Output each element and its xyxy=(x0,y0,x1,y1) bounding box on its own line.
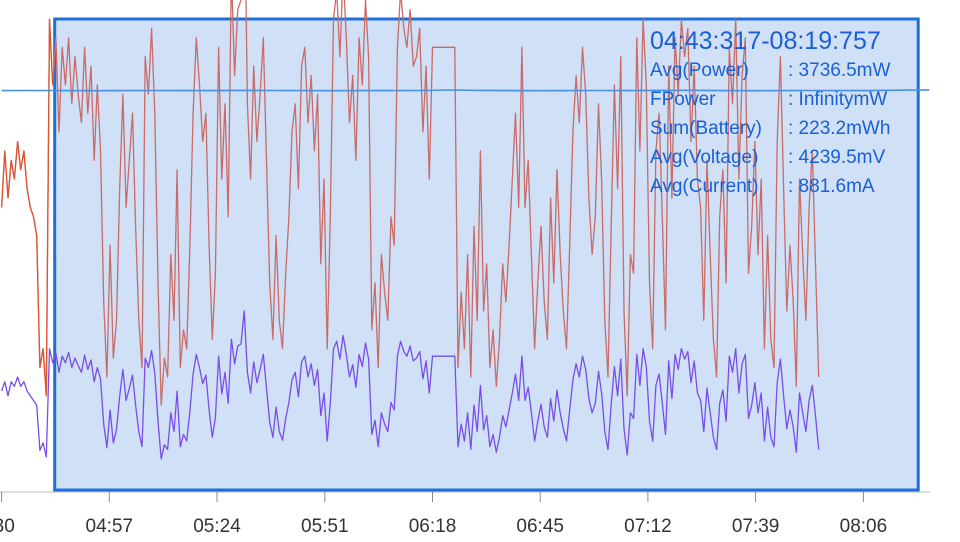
x-axis: :30 04:57 05:24 05:51 06:18 06:45 07:12 07:39 08… xyxy=(0,492,887,537)
x-tick-label: 07:12 xyxy=(624,516,672,537)
stat-row-sum-battery: Sum(Battery) : 223.2mWh xyxy=(650,114,890,143)
stat-label: Avg(Voltage) xyxy=(650,147,759,168)
stat-value: : InfinitymW xyxy=(788,89,888,110)
x-tick-label: :30 xyxy=(0,516,15,537)
selection-stats-panel: 04:43:317-08:19:757 Avg(Power) : 3736.5m… xyxy=(650,26,890,201)
stat-label: FPower xyxy=(650,89,716,110)
x-tick-label: 07:39 xyxy=(732,516,780,537)
stat-value: : 3736.5mW xyxy=(788,60,891,81)
x-tick-label: 08:06 xyxy=(840,516,888,537)
stat-label: Avg(Power) xyxy=(650,60,749,81)
stat-row-fpower: FPower : InfinitymW xyxy=(650,85,887,114)
stat-value: : 4239.5mV xyxy=(788,147,886,168)
series-layer xyxy=(0,0,930,460)
voltage-series-line xyxy=(1,89,930,92)
selection-time-range: 04:43:317-08:19:757 xyxy=(650,27,881,55)
x-tick-label: 06:45 xyxy=(516,516,564,537)
selection-region[interactable] xyxy=(53,17,920,492)
x-tick-label: 04:57 xyxy=(86,516,134,537)
stat-label: Sum(Battery) xyxy=(650,118,762,139)
x-tick-label: 06:18 xyxy=(409,516,457,537)
stat-value: : 881.6mA xyxy=(788,176,875,197)
stat-value: : 223.2mWh xyxy=(788,118,891,139)
x-tick-label: 05:24 xyxy=(193,516,241,537)
x-tick-label: 05:51 xyxy=(301,516,349,537)
stat-row-avg-voltage: Avg(Voltage) : 4239.5mV xyxy=(650,143,885,172)
power-series-unselected-line xyxy=(0,18,54,396)
power-series-line xyxy=(0,0,820,406)
stat-label: Avg(Current) xyxy=(650,176,759,197)
stat-row-avg-current: Avg(Current) : 881.6mA xyxy=(650,172,881,201)
stat-row-avg-power: Avg(Power) : 3736.5mW xyxy=(650,56,890,85)
current-series-line xyxy=(0,310,820,460)
